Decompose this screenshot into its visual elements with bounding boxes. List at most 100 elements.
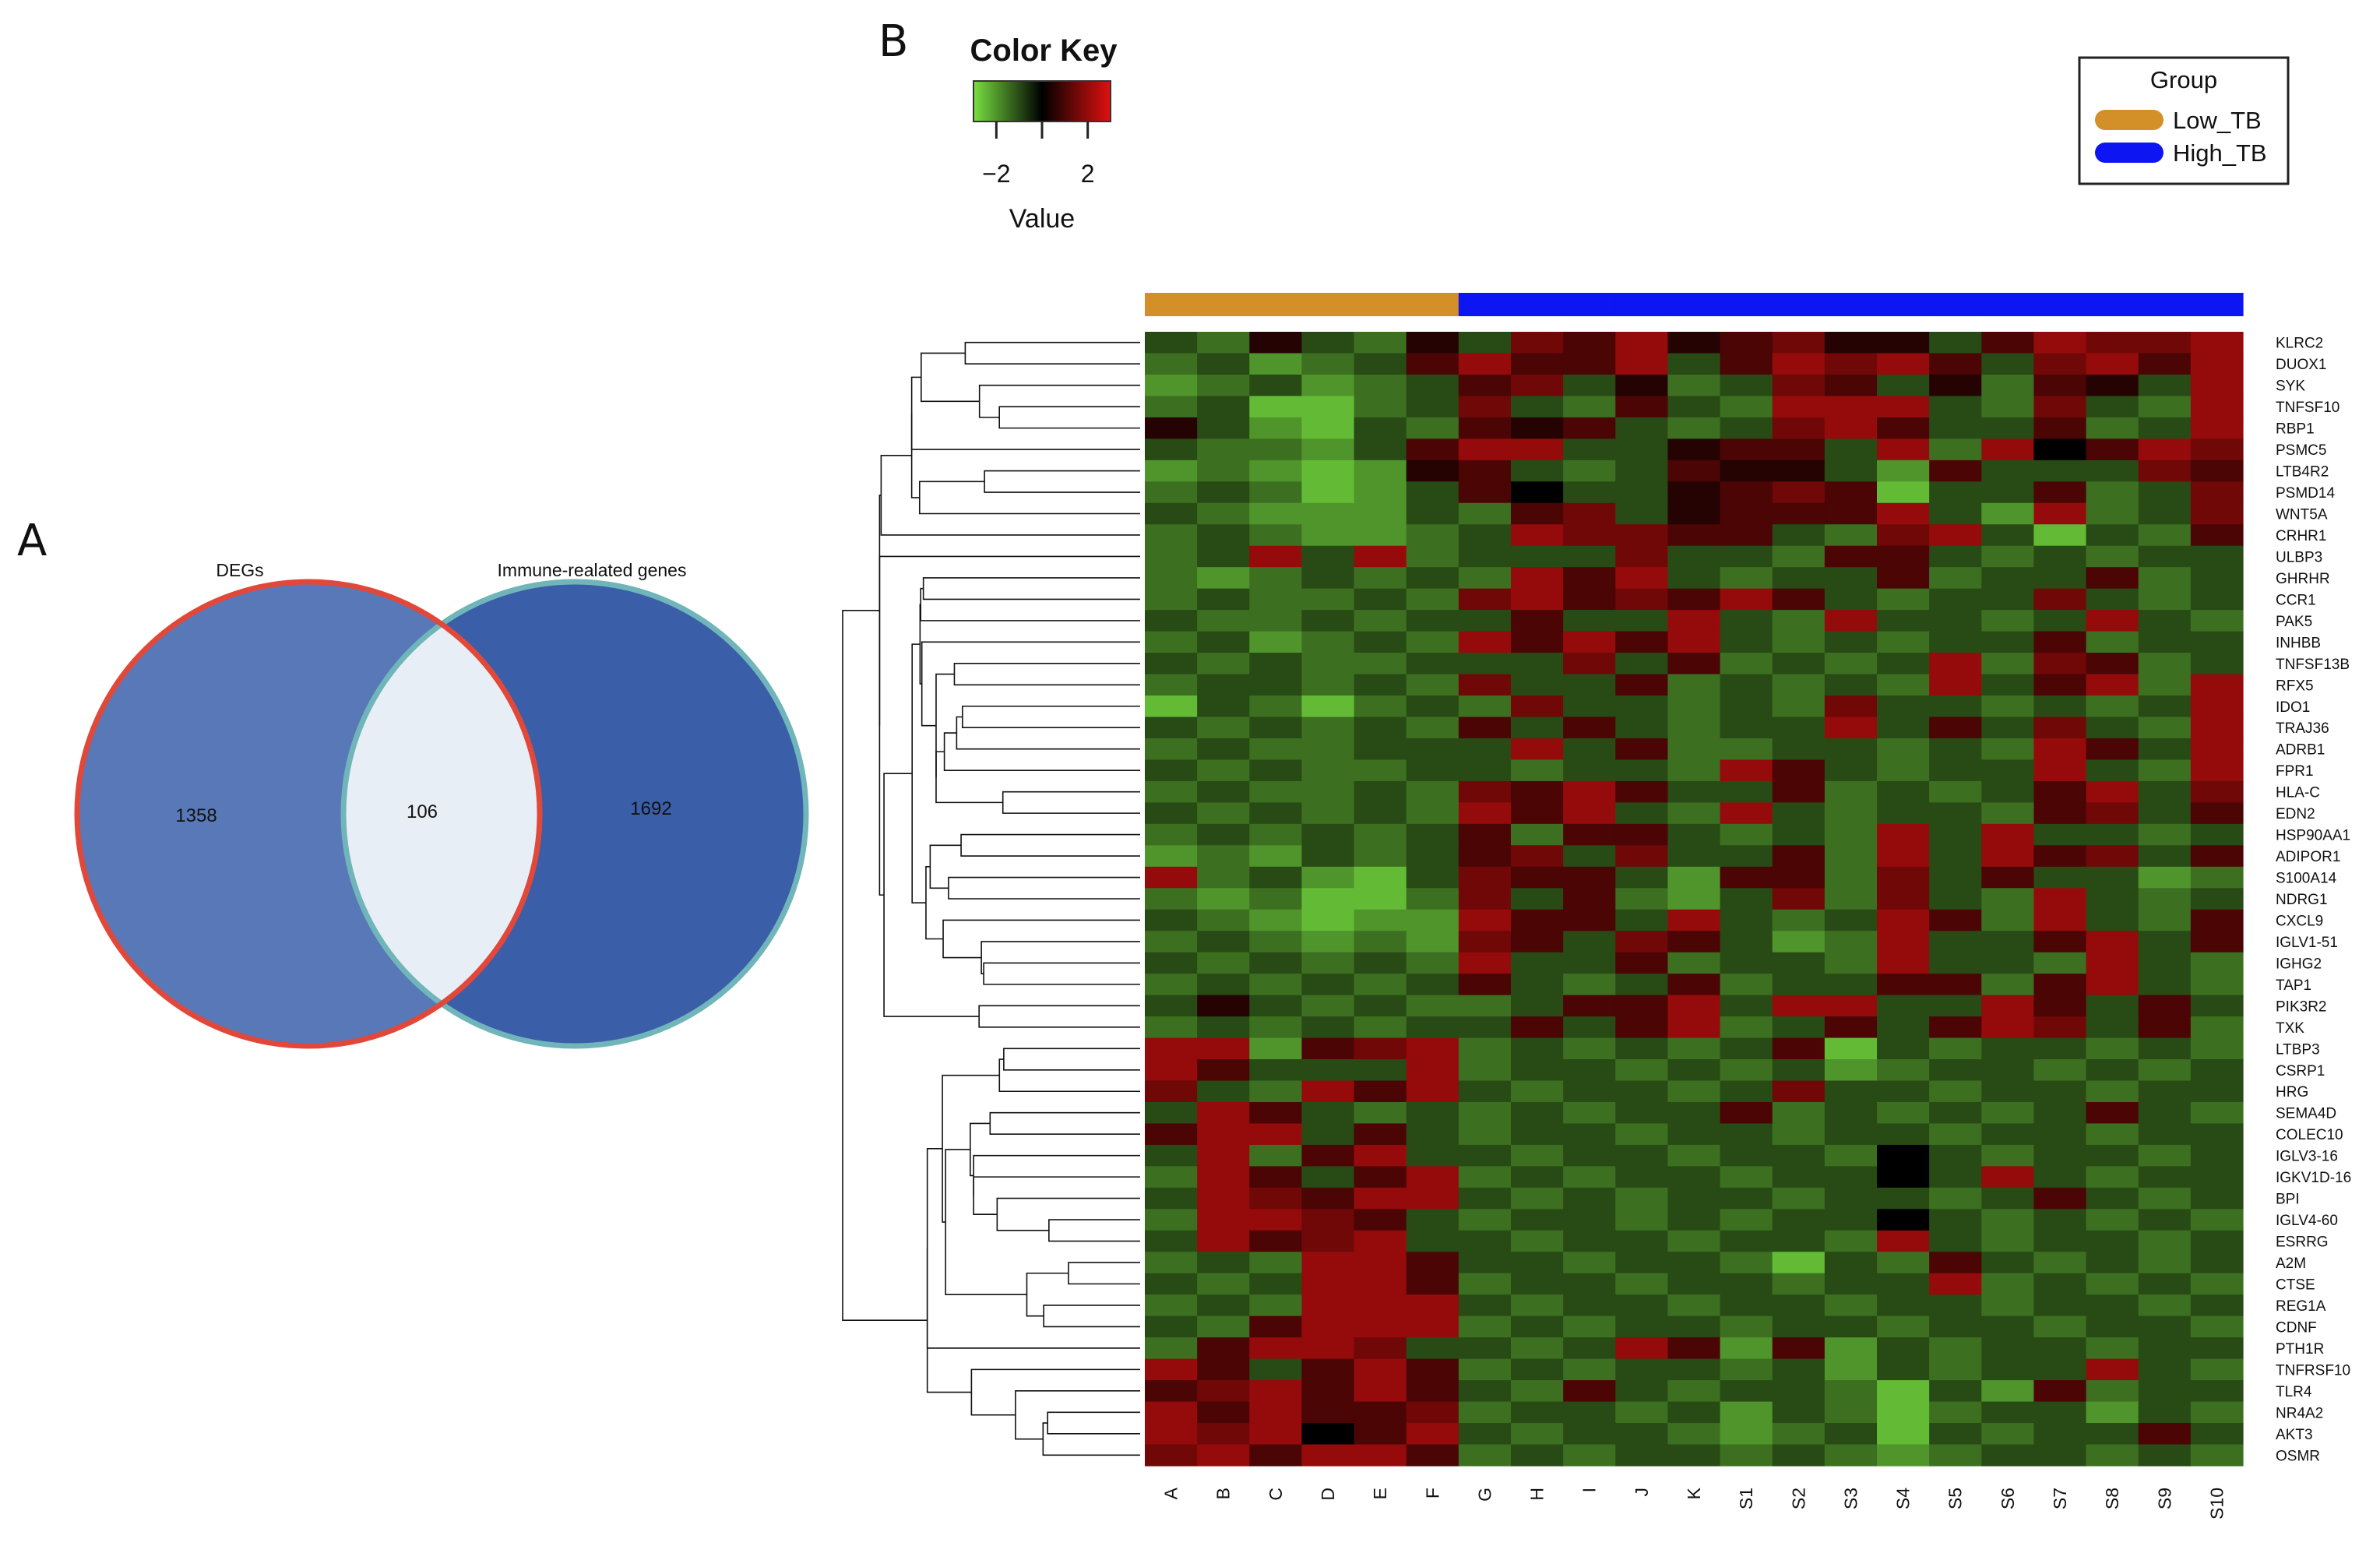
heatmap-cell xyxy=(1249,396,1303,418)
heatmap-cell xyxy=(1145,417,1198,439)
sample-label: S3 xyxy=(1840,1488,1861,1509)
dendrogram-branch xyxy=(1015,1390,1140,1440)
heatmap-cell xyxy=(1981,1080,2035,1103)
heatmap-cell xyxy=(1824,931,1878,953)
heatmap-cell xyxy=(1772,1315,1825,1338)
heatmap-cell xyxy=(1249,1037,1303,1060)
heatmap-cell xyxy=(1511,1016,1564,1039)
heatmap-cell xyxy=(1406,502,1459,525)
dendrogram-branch xyxy=(1003,1048,1140,1071)
heatmap-cell xyxy=(1667,888,1721,910)
heatmap-cell xyxy=(1667,653,1721,675)
heatmap-cell xyxy=(1563,1059,1616,1082)
heatmap-cell xyxy=(1824,332,1878,354)
heatmap-cell xyxy=(1667,866,1721,889)
heatmap-cell xyxy=(2190,502,2244,525)
heatmap-cell xyxy=(1667,823,1721,846)
heatmap-cell xyxy=(2033,1059,2087,1082)
legend-swatch-high-tb xyxy=(2095,143,2163,163)
heatmap-cell xyxy=(2086,545,2139,568)
heatmap-cell xyxy=(1563,438,1616,461)
heatmap-cell xyxy=(1458,674,1512,696)
heatmap-cell xyxy=(2190,1401,2244,1424)
heatmap-cell xyxy=(1511,1080,1564,1103)
heatmap-cell xyxy=(2086,1187,2139,1210)
heatmap-cell xyxy=(2086,1337,2139,1360)
heatmap-cell xyxy=(1145,332,1198,354)
heatmap-cell xyxy=(1354,1101,1407,1125)
heatmap-cell xyxy=(1197,631,1250,653)
heatmap-cell xyxy=(1929,631,1982,653)
heatmap-cell xyxy=(1667,995,1721,1017)
heatmap-cell xyxy=(1406,1080,1459,1103)
heatmap-cell xyxy=(1615,1037,1669,1060)
heatmap-cell xyxy=(1354,931,1407,953)
heatmap-cell xyxy=(2086,759,2139,782)
heatmap-cell xyxy=(1929,653,1982,675)
heatmap-cell xyxy=(1301,1315,1355,1338)
heatmap-cell xyxy=(1563,545,1616,568)
heatmap-cell xyxy=(1667,780,1721,803)
heatmap-cell xyxy=(1877,888,1930,910)
heatmap-cell xyxy=(2033,353,2087,375)
gene-label: LTB4R2 xyxy=(2276,464,2329,481)
heatmap-cell xyxy=(2190,1252,2244,1274)
heatmap-cell xyxy=(1406,674,1459,696)
heatmap-cell xyxy=(1615,631,1669,653)
heatmap-cell xyxy=(1615,759,1669,782)
heatmap-cell xyxy=(1929,759,1982,782)
heatmap-cell xyxy=(1981,1423,2035,1446)
heatmap-cell xyxy=(1458,738,1512,761)
heatmap-cell xyxy=(2033,374,2087,397)
heatmap-cell xyxy=(1667,610,1721,632)
heatmap-cell xyxy=(1824,1187,1878,1210)
heatmap-cell xyxy=(2033,567,2087,590)
gene-label: TXK xyxy=(2276,1020,2304,1037)
heatmap-cell xyxy=(1458,588,1512,611)
heatmap-cell xyxy=(1720,866,1773,889)
heatmap-cell xyxy=(2138,1059,2192,1082)
gene-label: CXCL9 xyxy=(2276,913,2323,929)
heatmap-cell xyxy=(1145,545,1198,568)
heatmap-cell xyxy=(2190,1444,2244,1467)
heatmap-cell xyxy=(2190,567,2244,590)
heatmap-cell xyxy=(1981,417,2035,439)
heatmap-cell xyxy=(1615,823,1669,846)
heatmap-cell xyxy=(1197,952,1250,974)
heatmap-cell xyxy=(1249,1059,1303,1082)
heatmap-cell xyxy=(1615,374,1669,397)
gene-label: TAP1 xyxy=(2276,977,2311,994)
heatmap-cell xyxy=(2138,952,2192,974)
heatmap-cell xyxy=(2190,1380,2244,1403)
heatmap-cell xyxy=(1406,909,1459,931)
sample-label: S4 xyxy=(1893,1488,1914,1509)
heatmap-cell xyxy=(1772,952,1825,974)
heatmap-cell xyxy=(1197,481,1250,504)
sample-label: G xyxy=(1474,1488,1495,1502)
heatmap-cell xyxy=(1824,438,1878,461)
heatmap-cell xyxy=(1667,674,1721,696)
heatmap-cell xyxy=(1772,909,1825,931)
heatmap-cell xyxy=(1981,567,2035,590)
heatmap-cell xyxy=(2138,1423,2192,1446)
heatmap-cell xyxy=(1197,567,1250,590)
heatmap-cell xyxy=(2033,952,2087,974)
heatmap-cell xyxy=(1720,588,1773,611)
heatmap-cell xyxy=(1301,502,1355,525)
heatmap-cell xyxy=(1877,1080,1930,1103)
venn-left-title: DEGs xyxy=(216,560,263,580)
heatmap-cell xyxy=(1145,1401,1198,1424)
heatmap-cell xyxy=(1981,1380,2035,1403)
heatmap-cell xyxy=(1877,631,1930,653)
heatmap-cell xyxy=(1145,567,1198,590)
heatmap-cell xyxy=(1197,653,1250,675)
heatmap-cell xyxy=(2138,1187,2192,1210)
group-bar-segment xyxy=(1981,293,2035,316)
heatmap-cell xyxy=(1511,1166,1564,1189)
heatmap-cell xyxy=(1720,653,1773,675)
heatmap-cell xyxy=(1981,524,2035,547)
gene-label: CDNF xyxy=(2276,1319,2317,1336)
heatmap-cell xyxy=(1667,567,1721,590)
heatmap-cell xyxy=(2033,502,2087,525)
heatmap-cell xyxy=(1197,995,1250,1017)
